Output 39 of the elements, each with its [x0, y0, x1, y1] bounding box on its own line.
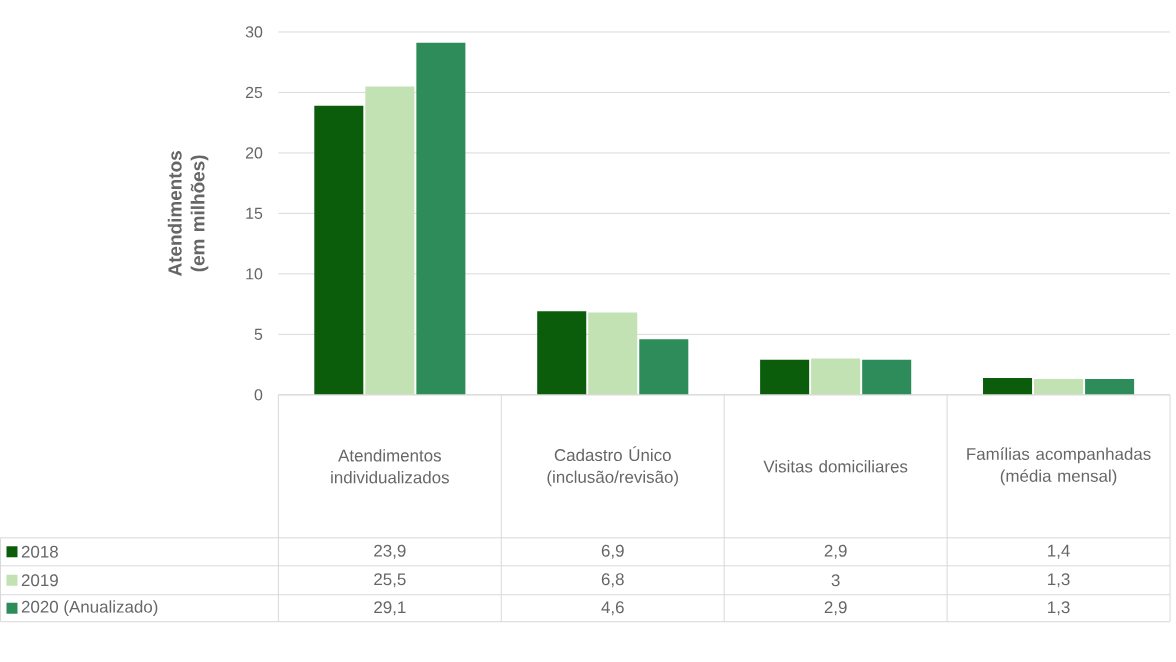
data-label: 23,9	[374, 544, 406, 559]
x-tick-label: Cadastro Único (inclusão/revisão)	[547, 446, 679, 487]
legend-label: 2018	[21, 545, 58, 558]
bar	[639, 339, 689, 395]
data-label: 2,9	[824, 601, 847, 616]
y-tick-label: 5	[254, 328, 263, 341]
bar	[983, 378, 1033, 395]
bar	[862, 359, 912, 395]
bar	[588, 312, 638, 395]
y-axis-title: Atendimentos (em milhões)	[167, 151, 209, 277]
bar	[760, 359, 810, 395]
legend-label: 2019	[21, 574, 58, 587]
y-tick-label: 25	[245, 86, 263, 99]
data-label: 3	[831, 574, 840, 587]
y-tick-label: 20	[245, 147, 263, 159]
data-label: 6,9	[601, 544, 624, 559]
legend-label: 2020 (Anualizado)	[21, 600, 158, 617]
y-tick-label: 15	[246, 207, 263, 220]
data-label: 1,4	[1048, 544, 1070, 559]
x-tick-label: Visitas domiciliares	[763, 460, 908, 473]
y-tick-label: 10	[246, 268, 263, 280]
y-tick-label: 30	[245, 26, 263, 38]
data-label: 2,9	[824, 544, 847, 559]
bar	[416, 43, 466, 395]
bar	[1034, 379, 1084, 395]
data-label: 29,1	[374, 601, 406, 616]
bar	[314, 105, 364, 395]
data-label: 4,6	[601, 601, 624, 616]
bar	[1085, 379, 1135, 395]
data-label: 1,3	[1048, 601, 1070, 616]
x-tick-label: Famílias acompanhadas (média mensal)	[967, 447, 1151, 486]
x-tick-label: Atendimentos individualizados	[331, 449, 449, 484]
data-label: 25,5	[374, 573, 406, 588]
y-tick-label: 0	[254, 389, 263, 401]
bar	[811, 358, 861, 395]
bar	[537, 311, 587, 395]
data-label: 6,8	[601, 573, 624, 588]
data-label: 1,3	[1048, 573, 1070, 588]
bar	[365, 86, 415, 395]
